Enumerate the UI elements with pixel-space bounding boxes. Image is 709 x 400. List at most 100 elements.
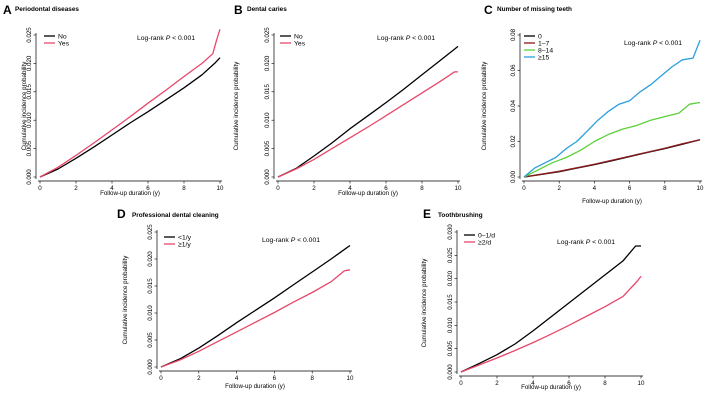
x-axis-label-b: Follow-up duration (y) <box>338 190 398 197</box>
x-tick-label-d-2: 4 <box>235 375 239 382</box>
legend-label-e-1: ≥2/d <box>478 239 491 246</box>
y-tick-label-a-1: 0.005 <box>26 140 33 156</box>
x-tick-label-c-1: 2 <box>557 185 561 192</box>
y-tick-label-e-5: 0.025 <box>447 247 454 263</box>
y-tick-label-d-5: 0.025 <box>147 224 154 240</box>
logrank-annotation-b: Log-rank P < 0.001 <box>377 35 435 42</box>
x-tick-label-c-2: 4 <box>593 185 597 192</box>
y-tick-label-b-4: 0.020 <box>264 55 271 71</box>
x-tick-label-e-0: 0 <box>459 380 463 387</box>
panel-title-e: Toothbrushing <box>438 212 483 219</box>
panel-title-d: Professional dental cleaning <box>132 212 219 219</box>
x-axis-label-e: Follow-up duration (y) <box>521 384 581 391</box>
x-tick-label-d-0: 0 <box>159 375 163 382</box>
legend-label-c-0: 0 <box>538 33 542 40</box>
y-tick-label-a-4: 0.020 <box>26 55 33 71</box>
y-tick-label-c-0: 0.00 <box>510 170 517 183</box>
x-tick-label-a-4: 8 <box>182 185 186 192</box>
panel-b: B Dental caries 0 2 4 6 8 10 0.000 0.005 0.010 0.01… <box>233 3 462 197</box>
y-tick-label-b-5: 0.025 <box>264 27 271 43</box>
legend-label-c-1: 1–7 <box>538 40 550 47</box>
y-tick-label-d-0: 0.000 <box>147 359 154 375</box>
series-line-a-0 <box>39 57 221 178</box>
panel-letter-d: D <box>117 207 126 221</box>
series-line-b-1 <box>277 71 458 178</box>
panel-c: C Number of missing teeth 0 2 4 6 8 10 0.00 0.02 0… <box>481 3 704 205</box>
x-tick-label-e-4: 8 <box>603 380 607 387</box>
y-tick-label-e-2: 0.010 <box>447 317 454 333</box>
legend-label-e-0: 0–1/d <box>478 232 495 239</box>
x-tick-label-b-4: 8 <box>420 185 424 192</box>
x-tick-label-d-3: 6 <box>273 375 277 382</box>
series-line-c-2 <box>523 101 701 178</box>
y-tick-label-e-3: 0.015 <box>447 294 454 310</box>
logrank-annotation-a: Log-rank P < 0.001 <box>137 35 195 42</box>
panel-letter-c: C <box>484 3 493 17</box>
panel-letter-e: E <box>423 207 431 221</box>
x-tick-label-e-3: 6 <box>567 380 571 387</box>
y-tick-label-d-3: 0.015 <box>147 278 154 294</box>
x-tick-label-b-0: 0 <box>276 185 280 192</box>
panel-title-b: Dental caries <box>247 6 287 13</box>
legend-label-b-0: No <box>294 33 303 40</box>
y-tick-label-a-3: 0.015 <box>26 83 33 99</box>
x-axis-label-d: Follow-up duration (y) <box>225 383 285 390</box>
y-tick-label-c-2: 0.04 <box>510 99 517 112</box>
y-tick-label-d-4: 0.020 <box>147 251 154 267</box>
logrank-annotation-c: Log-rank P < 0.001 <box>624 40 682 47</box>
panel-d: D Professional dental cleaning 0 2 4 6 8 10 0.00… <box>117 207 354 390</box>
x-tick-label-d-1: 2 <box>197 375 201 382</box>
y-tick-label-a-2: 0.010 <box>26 112 33 128</box>
x-axis-label-a: Follow-up duration (y) <box>100 190 160 197</box>
y-tick-label-c-1: 0.02 <box>510 135 517 148</box>
legend-label-a-0: No <box>58 33 67 40</box>
x-tick-label-c-3: 6 <box>628 185 632 192</box>
x-tick-label-b-5: 10 <box>455 185 462 192</box>
x-tick-label-e-5: 10 <box>638 380 645 387</box>
series-line-c-3 <box>523 40 701 178</box>
legend-label-a-1: Yes <box>58 40 70 47</box>
legend-label-d-1: ≥1/y <box>178 241 191 248</box>
panel-e: E Toothbrushing 0 2 4 6 8 10 0.000 0.005 0.010 0.01… <box>421 207 645 391</box>
series-line-d-0 <box>160 244 351 368</box>
x-axis-label-c: Follow-up duration (y) <box>582 198 642 205</box>
legend-label-c-2: 8–14 <box>538 47 553 54</box>
y-tick-label-b-0: 0.000 <box>264 169 271 185</box>
legend-label-c-3: ≥15 <box>538 54 550 61</box>
y-tick-label-a-0: 0.000 <box>26 169 33 185</box>
y-tick-label-e-0: 0.000 <box>447 364 454 380</box>
legend-label-d-0: <1/y <box>178 234 192 241</box>
panel-letter-a: A <box>3 3 12 17</box>
y-tick-label-d-1: 0.005 <box>147 332 154 348</box>
x-tick-label-e-2: 4 <box>531 380 535 387</box>
x-tick-label-c-0: 0 <box>522 185 526 192</box>
panel-a: A Periodontal diseases 0 2 4 6 8 10 0.000 0.005 0.… <box>3 3 224 197</box>
x-tick-label-a-5: 10 <box>217 185 224 192</box>
x-tick-label-e-1: 2 <box>495 380 499 387</box>
x-tick-label-a-1: 2 <box>74 185 78 192</box>
y-tick-label-e-6: 0.030 <box>447 224 454 240</box>
y-axis-label-b: Cumulative incidence probability <box>233 61 240 151</box>
series-line-b-0 <box>277 45 459 178</box>
y-tick-label-d-2: 0.010 <box>147 305 154 321</box>
x-tick-label-c-4: 8 <box>663 185 667 192</box>
x-tick-label-c-5: 10 <box>697 185 704 192</box>
y-tick-label-b-2: 0.010 <box>264 112 271 128</box>
y-axis-label-c: Cumulative incidence probability <box>481 61 488 151</box>
x-tick-label-a-3: 6 <box>146 185 150 192</box>
y-tick-label-a-5: 0.025 <box>26 27 33 43</box>
x-tick-label-a-2: 4 <box>110 185 114 192</box>
series-line-a-1 <box>39 29 221 178</box>
y-tick-label-e-1: 0.005 <box>447 340 454 356</box>
y-tick-label-c-4: 0.08 <box>510 28 517 41</box>
x-tick-label-b-1: 2 <box>312 185 316 192</box>
series-line-c-1 <box>523 139 701 178</box>
y-tick-label-e-4: 0.020 <box>447 270 454 286</box>
series-line-d-1 <box>160 269 351 368</box>
x-tick-label-d-4: 8 <box>310 375 314 382</box>
x-tick-label-b-3: 6 <box>384 185 388 192</box>
y-tick-label-c-3: 0.06 <box>510 64 517 77</box>
x-tick-label-b-2: 4 <box>348 185 352 192</box>
series-line-c-0 <box>523 139 701 178</box>
